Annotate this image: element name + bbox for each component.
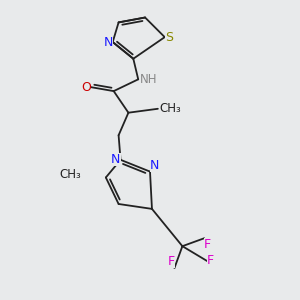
Text: O: O <box>81 81 91 94</box>
Text: NH: NH <box>140 73 158 86</box>
Text: F: F <box>207 254 214 267</box>
Text: F: F <box>204 238 211 251</box>
Text: F: F <box>167 255 175 268</box>
Text: N: N <box>103 35 113 49</box>
Text: N: N <box>150 159 159 172</box>
Text: CH₃: CH₃ <box>160 102 182 115</box>
Text: CH₃: CH₃ <box>59 168 81 181</box>
Text: N: N <box>111 153 121 166</box>
Text: S: S <box>165 31 173 44</box>
